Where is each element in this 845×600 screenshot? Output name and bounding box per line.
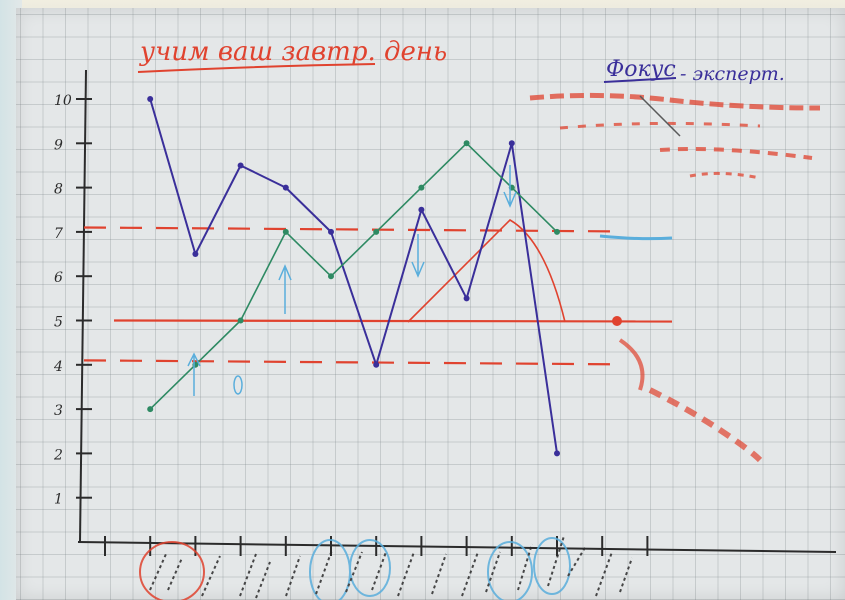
green-series-point <box>463 140 470 147</box>
y-tick-label: 10 <box>54 93 72 109</box>
blue-series-point <box>147 96 154 102</box>
y-tick-label: 6 <box>54 270 63 286</box>
red-peak-curve <box>407 219 566 323</box>
y-tick-label: 4 <box>53 359 63 375</box>
y-tick-marks <box>76 98 92 499</box>
green-series-point <box>418 184 425 191</box>
blue-series-point <box>237 162 244 169</box>
smudged-notes-top-right <box>529 92 821 180</box>
y-tick-label: 5 <box>54 315 63 331</box>
focus-underline <box>603 77 677 83</box>
y-tick-label: 8 <box>54 182 63 198</box>
blue-series-point <box>192 251 199 258</box>
y-tick-label: 9 <box>54 137 63 153</box>
light-blue-arrows <box>187 165 673 396</box>
blue-series-point <box>508 140 515 147</box>
series-layer <box>147 96 560 457</box>
blue-series-point <box>418 206 425 213</box>
green-series-point <box>147 406 154 413</box>
blue-series-point <box>282 184 289 191</box>
y-tick-label: 3 <box>54 403 63 419</box>
blue-series-point <box>463 295 470 302</box>
smudged-notes-lower-right <box>618 338 763 463</box>
green-series-point <box>554 228 560 235</box>
board-title: учим ваш завтр. день <box>139 37 447 67</box>
x-axis <box>77 541 837 553</box>
red-marker-dot <box>612 316 622 326</box>
title-underline <box>137 63 376 73</box>
blue-series-point <box>373 361 380 368</box>
x-category-scribbles <box>139 535 633 600</box>
focus-suffix: - эксперт. <box>680 63 785 85</box>
y-axis <box>79 69 87 543</box>
green-series-point <box>373 228 380 235</box>
blue-series-point <box>328 228 334 235</box>
reference-line-solid <box>113 319 673 323</box>
blue-series-line <box>149 98 558 454</box>
y-tick-label: 2 <box>53 447 63 463</box>
green-series-line <box>149 142 558 410</box>
y-tick-label: 1 <box>54 492 63 508</box>
green-series-point <box>282 228 289 235</box>
x-tick-marks <box>104 536 649 556</box>
reference-lines <box>83 226 673 366</box>
green-series-point <box>328 273 334 280</box>
y-tick-label: 7 <box>54 226 63 242</box>
green-series-point <box>237 317 244 324</box>
reference-line-dashed <box>83 226 625 233</box>
blue-series-point <box>554 450 560 457</box>
y-tick-labels: 10 9 8 7 6 5 4 3 2 1 <box>53 93 72 508</box>
whiteboard <box>16 8 845 600</box>
reference-line-dashed <box>83 359 625 366</box>
